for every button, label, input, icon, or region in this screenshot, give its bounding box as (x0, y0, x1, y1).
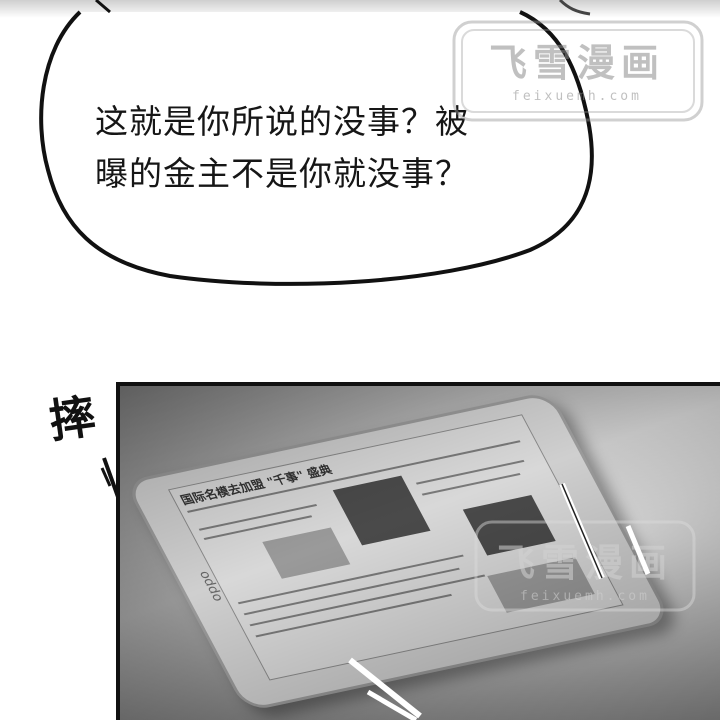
phone-panel: 国际名模去加盟 "千事" 盛典 oppo (116, 382, 720, 720)
impact-lines (348, 482, 651, 720)
sfx-text: 摔 (48, 389, 99, 449)
speech-bubble-text: 这就是你所说的没事？被 曝的金主不是你就没事？ (95, 96, 565, 200)
impact-line-outline (561, 483, 603, 579)
speech-bubble (39, 0, 594, 286)
motion-line (100, 467, 112, 487)
bubble-line-2: 曝的金主不是你就没事？ (95, 154, 469, 193)
bubble-line-1: 这就是你所说的没事？被 (95, 102, 469, 141)
impact-line (348, 657, 422, 719)
impact-line (366, 689, 418, 720)
impact-line (625, 525, 651, 575)
panel-shading (120, 386, 720, 720)
